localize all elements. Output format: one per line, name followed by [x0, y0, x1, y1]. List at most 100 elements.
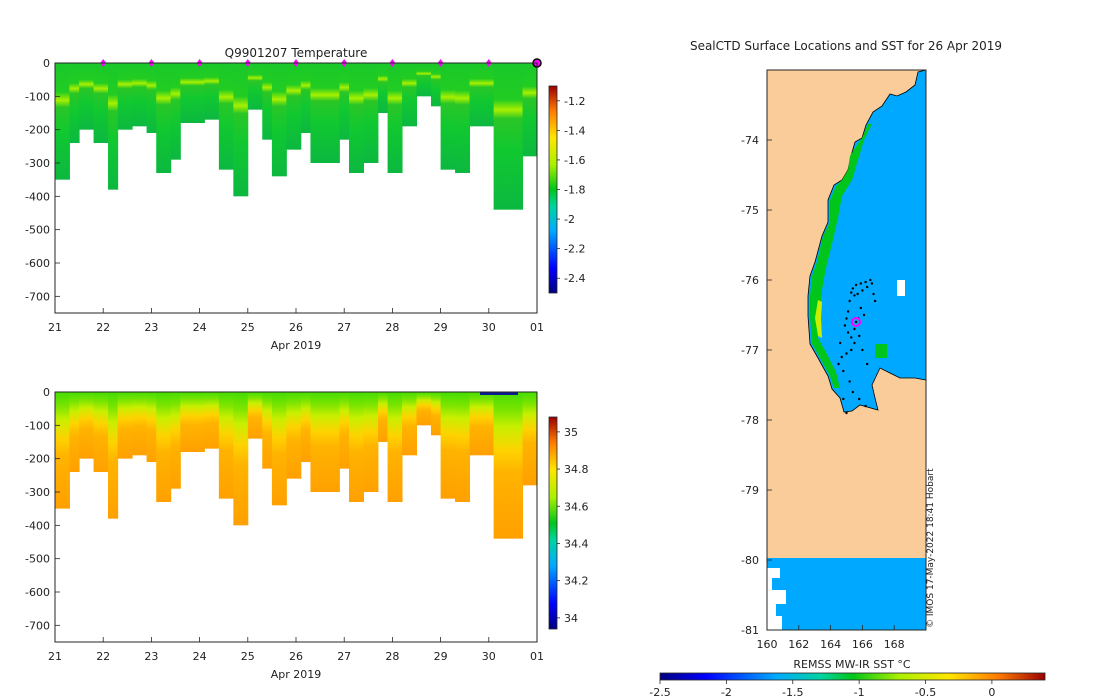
y-tick-label: -600 [25, 586, 50, 599]
temperature-panel: Q9901207 Temperature 0 -100 -200 -300 -400 -5… [25, 46, 585, 352]
salinity-profile-column [55, 392, 70, 509]
sst-colorbar-tick-label: -2.5 [649, 686, 670, 699]
track-point [842, 369, 845, 373]
salinity-profile-column [387, 392, 403, 502]
track-point [864, 280, 867, 284]
track-point [861, 348, 864, 352]
temperature-profile-column [310, 63, 326, 163]
x-tick-label: 24 [193, 321, 207, 334]
temperature-profile-column [522, 63, 537, 157]
y-tick-label: -400 [25, 519, 50, 532]
temperature-profile-column [469, 63, 480, 127]
salinity-profile-column [363, 392, 379, 492]
salinity-profile-column [69, 392, 80, 472]
temperature-profile-column [170, 63, 181, 160]
sst-colorbar-ticks: -2.5 -2 -1.5 -1 -0.5 0 [649, 680, 995, 699]
temperature-profile-column [156, 63, 172, 173]
x-tick-label: 28 [385, 321, 399, 334]
temperature-profile-column [262, 63, 273, 140]
temperature-profile-column [493, 63, 509, 210]
x-tick-label: 23 [144, 321, 158, 334]
x-tick-label: 23 [144, 650, 158, 663]
temperature-profile-column [218, 63, 234, 170]
track-point [854, 283, 858, 287]
colorbar-tick-label: 34.4 [564, 537, 589, 550]
track-point [843, 324, 847, 327]
colorbar-tick-label: 34.2 [564, 575, 589, 588]
temperature-profile-column [377, 63, 389, 113]
temperature-profile-column [79, 63, 95, 130]
colorbar-tick-label: -2.2 [564, 243, 585, 256]
colorbar-tick-label: -1.8 [564, 184, 585, 197]
salinity-colorbar [549, 417, 557, 629]
track-point [859, 306, 863, 310]
x-tick-label: 29 [434, 650, 448, 663]
salinity-profile-column [349, 392, 364, 502]
temperature-profile-column [132, 63, 148, 127]
sst-colorbar-tick-label: -0.5 [915, 686, 936, 699]
map-y-tick-label: -78 [741, 414, 759, 427]
temperature-profile-column [93, 63, 109, 143]
y-tick-label: -100 [25, 419, 50, 432]
colorbar-tick-label: 34.8 [564, 463, 589, 476]
x-tick-label: 27 [337, 321, 351, 334]
salinity-profile-column [508, 392, 524, 539]
map-y-tick-label: -74 [741, 134, 759, 147]
temperature-profile-column [349, 63, 364, 173]
salinity-profile-column [493, 392, 509, 539]
salinity-profile-column [310, 392, 326, 492]
salinity-profile-column [204, 392, 220, 449]
salinity-profile-column [522, 392, 537, 486]
salinity-profile-column [156, 392, 172, 502]
map-y-ticks: -74 -75 -76 -77 -78 -79 -80 -81 [741, 134, 772, 637]
map-y-tick-label: -80 [741, 554, 759, 567]
coastal-sst-green [810, 124, 872, 388]
y-tick-label: -700 [25, 619, 50, 632]
map-panel: SealCTD Surface Locations and SST for 26… [649, 39, 1046, 699]
salinity-profiles [55, 392, 537, 539]
x-tick-label: 21 [48, 650, 62, 663]
track-point [865, 285, 869, 289]
y-tick-label: -600 [25, 257, 50, 270]
track-point [840, 355, 843, 359]
x-tick-label: 30 [482, 321, 496, 334]
x-tick-label: 22 [96, 650, 110, 663]
track-point [846, 310, 850, 313]
track-point [856, 292, 859, 296]
map-x-tick-label: 164 [820, 638, 841, 651]
map-y-tick-label: -77 [741, 344, 759, 357]
temperature-profile-column [55, 63, 70, 180]
x-tick-label: 24 [193, 650, 207, 663]
imos-credit: © IMOS 17-May-2022 18:41 Hobart [926, 468, 936, 628]
salinity-profile-column [194, 392, 205, 452]
southern-sst [767, 558, 926, 630]
colorbar-tick-label: -1.2 [564, 95, 585, 108]
salinity-profile-column [79, 392, 95, 459]
map-x-tick-label: 162 [788, 638, 809, 651]
temperature-profiles [55, 63, 537, 210]
current-seal-location [851, 317, 862, 327]
colorbar-tick-label: -1.6 [564, 154, 585, 167]
temperature-profile-column [108, 63, 119, 190]
track-point [861, 289, 864, 292]
y-tick-label: -300 [25, 157, 50, 170]
salinity-x-ticks: 21 22 23 24 25 26 27 28 29 30 01 [48, 637, 544, 663]
temperature-profile-column [69, 63, 80, 143]
x-tick-label: 28 [385, 650, 399, 663]
temperature-profile-column [271, 63, 287, 177]
x-tick-label: 25 [241, 321, 255, 334]
temperature-profile-column [430, 63, 442, 107]
track-point [848, 299, 851, 303]
salinity-profile-column [300, 392, 311, 462]
colorbar-tick-label: -2.4 [564, 272, 585, 285]
track-point [850, 348, 853, 352]
track-point [848, 380, 851, 383]
track-point [859, 282, 863, 285]
track-point [870, 282, 874, 285]
southern-missing [767, 568, 786, 630]
y-tick-label: -200 [25, 124, 50, 137]
sst-colorbar-tick-label: -1 [854, 686, 865, 699]
track-point [862, 313, 866, 317]
track-point [851, 390, 855, 394]
